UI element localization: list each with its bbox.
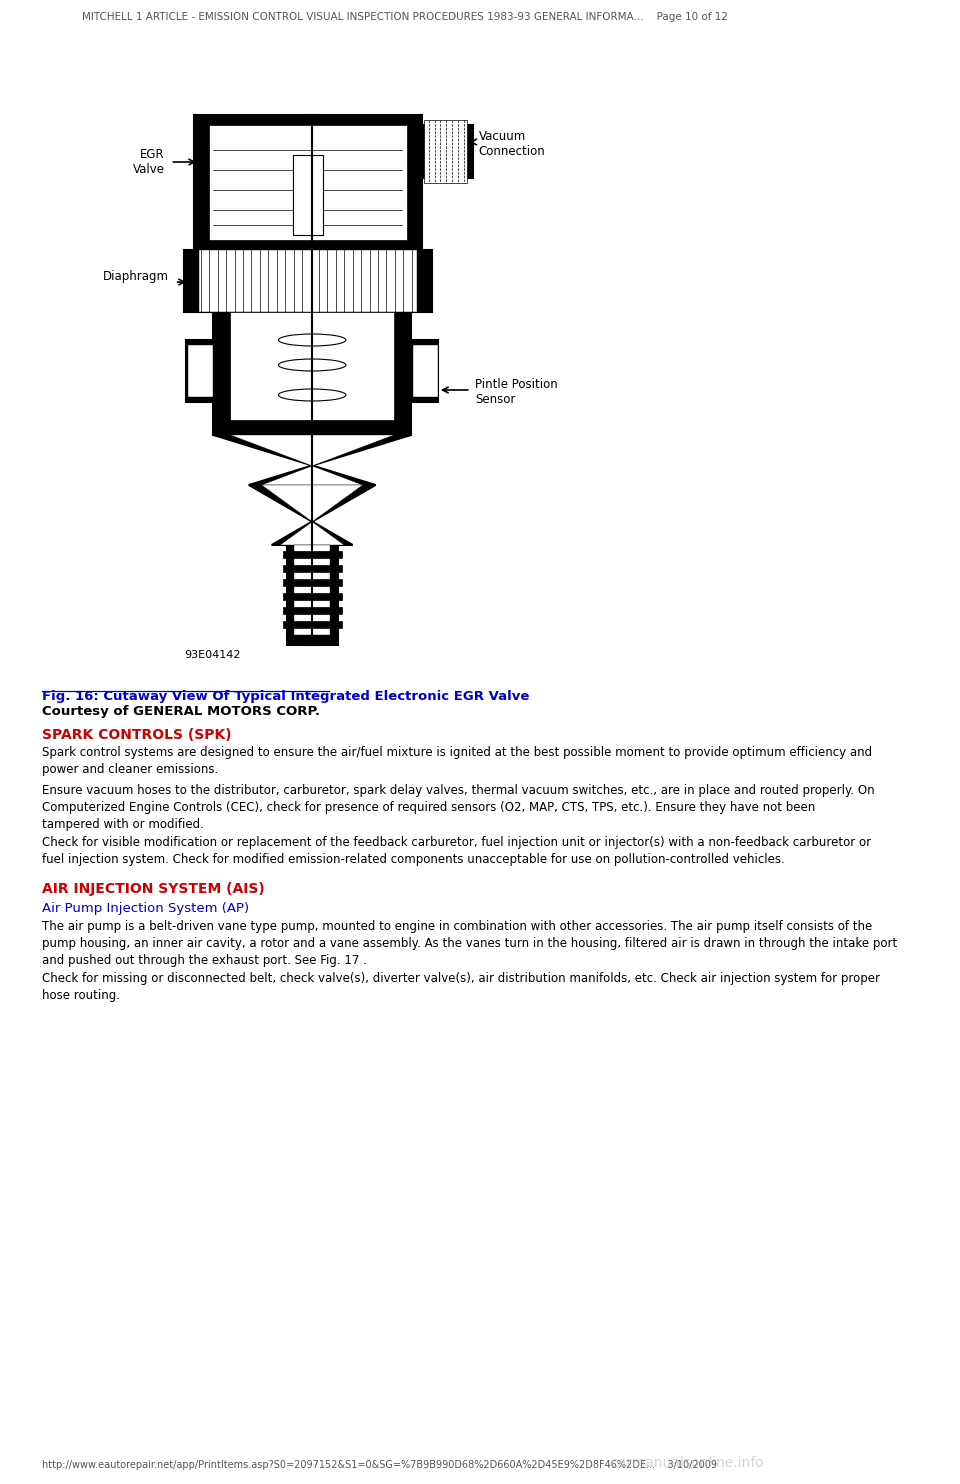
Polygon shape bbox=[282, 579, 342, 586]
Ellipse shape bbox=[278, 389, 346, 401]
Polygon shape bbox=[282, 607, 342, 614]
Text: 93E04142: 93E04142 bbox=[184, 650, 240, 660]
Polygon shape bbox=[282, 620, 342, 628]
Polygon shape bbox=[213, 312, 411, 435]
Text: The air pump is a belt-driven vane type pump, mounted to engine in combination w: The air pump is a belt-driven vane type … bbox=[42, 920, 898, 968]
Polygon shape bbox=[282, 565, 342, 571]
Polygon shape bbox=[411, 340, 438, 402]
Text: MITCHELL 1 ARTICLE - EMISSION CONTROL VISUAL INSPECTION PROCEDURES 1983-93 GENER: MITCHELL 1 ARTICLE - EMISSION CONTROL VI… bbox=[82, 12, 728, 22]
Polygon shape bbox=[413, 344, 438, 398]
Text: SPARK CONTROLS (SPK): SPARK CONTROLS (SPK) bbox=[42, 729, 231, 742]
Polygon shape bbox=[249, 485, 375, 545]
Text: Fig. 16: Cutaway View Of Typical Integrated Electronic EGR Valve: Fig. 16: Cutaway View Of Typical Integra… bbox=[42, 690, 530, 703]
Polygon shape bbox=[188, 344, 213, 398]
Polygon shape bbox=[186, 340, 213, 402]
Polygon shape bbox=[282, 594, 342, 600]
Polygon shape bbox=[209, 125, 407, 240]
Polygon shape bbox=[213, 435, 411, 485]
Polygon shape bbox=[230, 312, 394, 420]
Polygon shape bbox=[287, 545, 338, 646]
Polygon shape bbox=[423, 120, 467, 183]
Polygon shape bbox=[184, 249, 432, 312]
Text: Check for visible modification or replacement of the feedback carburetor, fuel i: Check for visible modification or replac… bbox=[42, 835, 872, 867]
Text: Spark control systems are designed to ensure the air/fuel mixture is ignited at : Spark control systems are designed to en… bbox=[42, 746, 873, 776]
Text: AIR INJECTION SYSTEM (AIS): AIR INJECTION SYSTEM (AIS) bbox=[42, 881, 265, 896]
Text: Check for missing or disconnected belt, check valve(s), diverter valve(s), air d: Check for missing or disconnected belt, … bbox=[42, 972, 880, 1002]
Polygon shape bbox=[293, 154, 324, 234]
Polygon shape bbox=[295, 545, 330, 635]
Polygon shape bbox=[230, 435, 394, 485]
Polygon shape bbox=[194, 114, 421, 249]
Ellipse shape bbox=[278, 359, 346, 371]
Text: Diaphragm: Diaphragm bbox=[103, 270, 169, 283]
Polygon shape bbox=[282, 551, 342, 558]
Text: Ensure vacuum hoses to the distributor, carburetor, spark delay valves, thermal : Ensure vacuum hoses to the distributor, … bbox=[42, 784, 875, 831]
Text: Air Pump Injection System (AP): Air Pump Injection System (AP) bbox=[42, 902, 250, 916]
Text: Vacuum
Connection: Vacuum Connection bbox=[478, 131, 545, 157]
Text: Courtesy of GENERAL MOTORS CORP.: Courtesy of GENERAL MOTORS CORP. bbox=[42, 705, 321, 718]
Text: EGR
Valve: EGR Valve bbox=[132, 148, 164, 177]
Text: carmanualsonline.info: carmanualsonline.info bbox=[610, 1456, 763, 1471]
Polygon shape bbox=[199, 249, 417, 312]
Polygon shape bbox=[261, 485, 363, 545]
Polygon shape bbox=[421, 125, 472, 178]
Text: Pintle Position
Sensor: Pintle Position Sensor bbox=[475, 378, 558, 407]
Ellipse shape bbox=[278, 334, 346, 346]
Text: http://www.eautorepair.net/app/PrintItems.asp?S0=2097152&S1=0&SG=%7B9B990D68%2D6: http://www.eautorepair.net/app/PrintItem… bbox=[42, 1460, 717, 1471]
